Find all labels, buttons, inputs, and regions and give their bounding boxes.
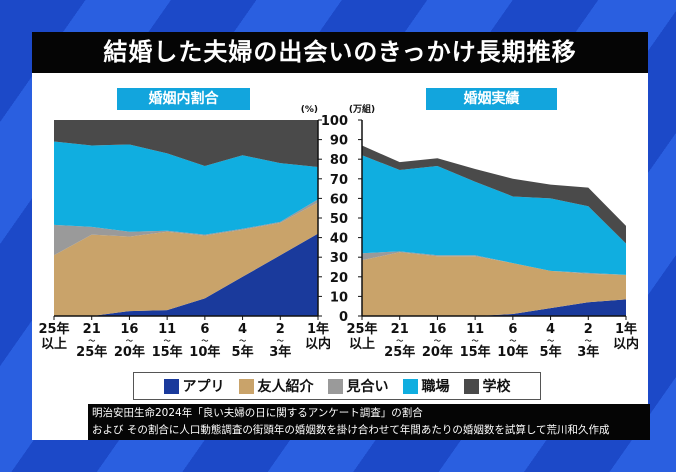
x-tick-label: 5年 <box>232 344 254 360</box>
y-unit-label: (%) <box>301 105 318 115</box>
y-tick-label: 70 <box>330 173 348 188</box>
legend-item-friend: 友人紹介 <box>238 376 314 396</box>
legend-swatch <box>238 378 254 394</box>
x-tick-label: 4 <box>546 322 555 337</box>
x-tick-label: 〜 <box>126 337 133 345</box>
page-title: 結婚した夫婦の出会いのきっかけ長期推移 <box>32 32 648 73</box>
x-tick-label: 15年 <box>460 344 491 360</box>
legend-swatch <box>163 378 179 394</box>
x-tick-label: 11 <box>466 322 484 337</box>
left-chart-title: 婚姻内割合 <box>117 88 250 110</box>
area-right-series-3 <box>362 155 626 275</box>
x-tick-label: 〜 <box>472 337 479 345</box>
y-tick-label: 20 <box>330 271 348 286</box>
x-tick-label: 5年 <box>540 344 562 360</box>
x-tick-label: 1年 <box>307 321 329 337</box>
x-tick-label: 20年 <box>422 344 453 360</box>
x-tick-label: 〜 <box>239 337 246 345</box>
x-tick-label: 〜 <box>509 337 516 345</box>
x-tick-label: 〜 <box>88 337 95 345</box>
x-tick-label: 25年 <box>76 344 107 360</box>
y-tick-label: 100 <box>321 114 348 129</box>
legend-item-workplace: 職場 <box>402 376 450 396</box>
x-tick-label: 25年 <box>38 321 69 337</box>
x-tick-label: 16 <box>120 322 138 337</box>
x-tick-label: 〜 <box>164 337 171 345</box>
area-left-series-3 <box>54 141 318 235</box>
area-right-series-1 <box>362 252 626 316</box>
area-left-series-4 <box>54 120 318 168</box>
x-tick-label: 1年 <box>615 321 637 337</box>
x-tick-label: 以上 <box>349 337 375 352</box>
y-tick-label: 30 <box>330 251 348 266</box>
x-tick-label: 〜 <box>201 337 208 345</box>
area-right-series-4 <box>362 145 626 244</box>
legend-label: 職場 <box>421 379 450 395</box>
y-tick-label: 60 <box>330 192 348 207</box>
x-tick-label: 〜 <box>277 337 284 345</box>
x-tick-label: 21 <box>83 322 101 337</box>
x-tick-label: 3年 <box>577 344 599 360</box>
y-tick-label: 90 <box>330 134 348 149</box>
area-left-series-0 <box>54 233 318 316</box>
area-right-series-2 <box>362 251 626 275</box>
x-tick-label: 以内 <box>305 336 331 352</box>
x-tick-label: 10年 <box>497 344 528 360</box>
x-tick-label: 3年 <box>269 344 291 360</box>
legend-item-school: 学校 <box>463 376 511 396</box>
legend-label: 学校 <box>482 379 511 395</box>
legend-swatch <box>463 378 479 394</box>
source-line-2: および その割合に人口動態調査の街頭年の婚姻数を掛け合わせて年間あたりの婚姻数を… <box>92 424 610 436</box>
x-tick-label: 2 <box>276 322 285 337</box>
x-tick-label: 4 <box>238 322 247 337</box>
area-left-series-1 <box>54 202 318 316</box>
legend-item-app: アプリ <box>163 376 225 396</box>
x-tick-label: 16 <box>428 322 446 337</box>
legend-swatch <box>402 378 418 394</box>
y-tick-label: 0 <box>339 310 348 325</box>
legend-label: 見合い <box>346 379 389 395</box>
x-tick-label: 25年 <box>384 344 415 360</box>
x-tick-label: 10年 <box>189 344 220 360</box>
x-tick-label: 以内 <box>613 336 639 352</box>
y-tick-label: 40 <box>330 232 348 247</box>
area-right-series-0 <box>362 299 626 316</box>
y-unit-label: (万組) <box>349 103 375 115</box>
x-tick-label: 6 <box>508 322 517 337</box>
legend-item-miai: 見合い <box>327 376 389 396</box>
y-tick-label: 80 <box>330 153 348 168</box>
x-tick-label: 〜 <box>547 337 554 345</box>
x-tick-label: 〜 <box>396 337 403 345</box>
x-tick-label: 6 <box>200 322 209 337</box>
legend-label: アプリ <box>182 379 225 395</box>
source-note: 明治安田生命2024年「良い夫婦の日に関するアンケート調査」の割合 および その… <box>88 404 650 440</box>
x-tick-label: 15年 <box>152 344 183 360</box>
y-tick-label: 10 <box>330 290 348 305</box>
x-tick-label: 以上 <box>41 337 67 352</box>
x-tick-label: 20年 <box>114 344 145 360</box>
right-chart-title: 婚姻実績 <box>426 88 557 110</box>
x-tick-label: 〜 <box>434 337 441 345</box>
y-tick-label: 50 <box>330 212 348 227</box>
x-tick-label: 25年 <box>346 321 377 337</box>
legend-label: 友人紹介 <box>257 379 314 395</box>
legend: アプリ 友人紹介 見合い 職場 学校 <box>133 372 541 400</box>
x-tick-label: 〜 <box>585 337 592 345</box>
x-tick-label: 11 <box>158 322 176 337</box>
x-tick-label: 2 <box>584 322 593 337</box>
legend-swatch <box>327 378 343 394</box>
x-tick-label: 21 <box>391 322 409 337</box>
source-line-1: 明治安田生命2024年「良い夫婦の日に関するアンケート調査」の割合 <box>92 407 423 419</box>
